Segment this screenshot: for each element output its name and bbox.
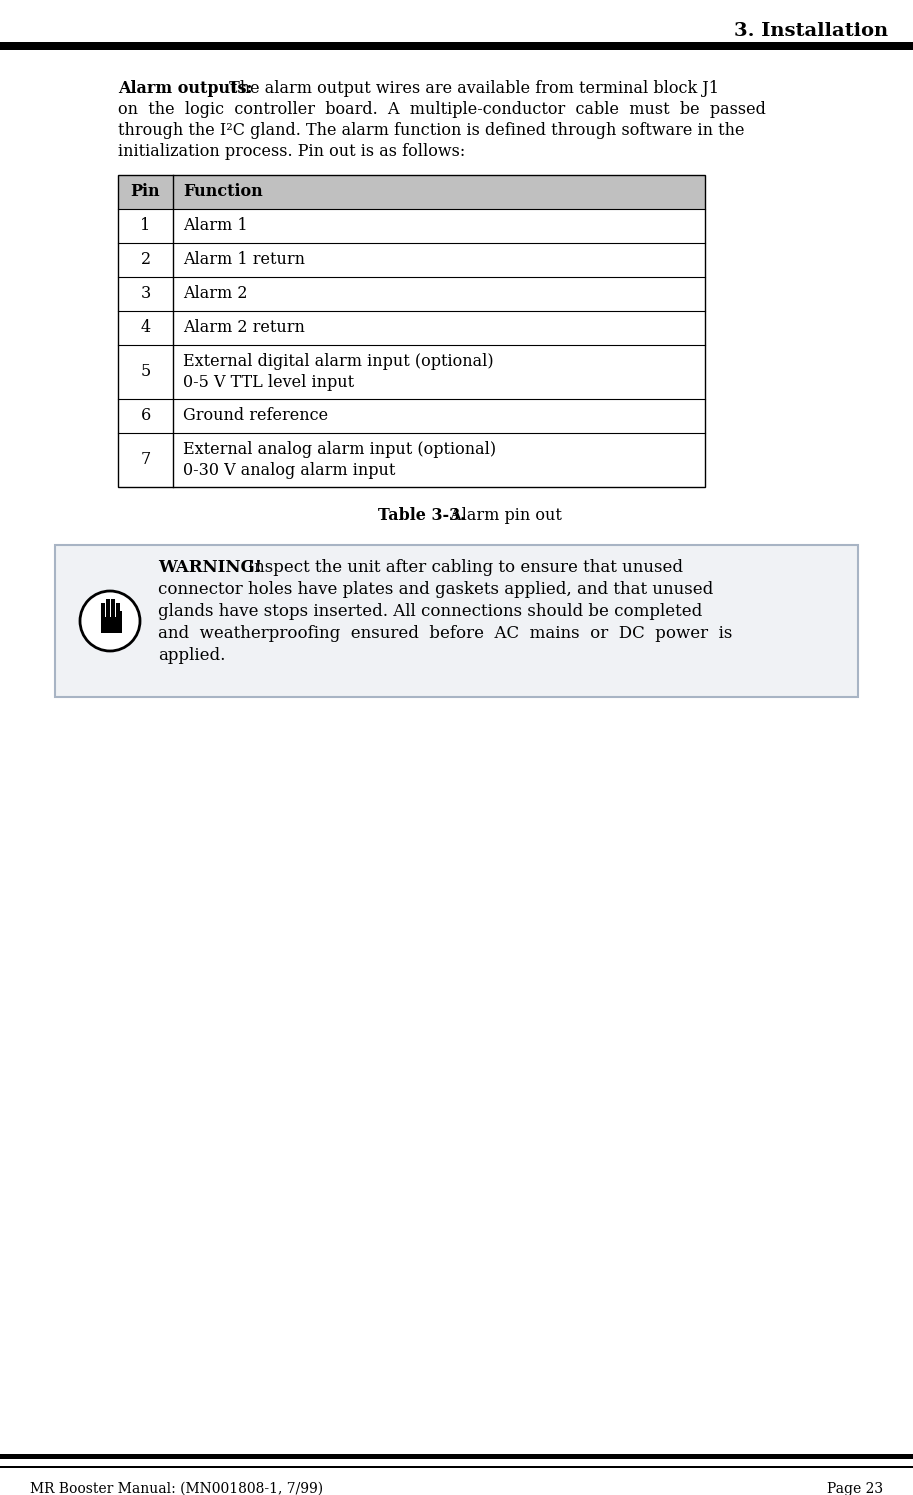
Text: 7: 7 [141,451,151,468]
Text: Alarm 1 return: Alarm 1 return [183,251,305,269]
Text: External digital alarm input (optional): External digital alarm input (optional) [183,353,494,369]
Text: Pin: Pin [131,184,161,200]
Text: on  the  logic  controller  board.  A  multiple-conductor  cable  must  be  pass: on the logic controller board. A multipl… [118,102,766,118]
Text: Alarm 1: Alarm 1 [183,217,247,235]
Text: Inspect the unit after cabling to ensure that unused: Inspect the unit after cabling to ensure… [237,559,683,576]
Text: glands have stops inserted. All connections should be completed: glands have stops inserted. All connecti… [158,602,702,620]
Text: Alarm 2: Alarm 2 [183,286,247,302]
Text: connector holes have plates and gaskets applied, and that unused: connector holes have plates and gaskets … [158,582,713,598]
Text: 6: 6 [141,408,151,425]
Text: 3. Installation: 3. Installation [734,22,888,40]
Text: 1: 1 [141,217,151,235]
Bar [0,1467,913,1468]
Text: Alarm outputs:: Alarm outputs: [118,81,253,97]
Text: 0-5 V TTL level input: 0-5 V TTL level input [183,374,354,392]
Bar [118,175,705,209]
Text: WARNING!: WARNING! [158,559,262,576]
Text: through the I²C gland. The alarm function is defined through software in the: through the I²C gland. The alarm functio… [118,123,744,139]
Text: 2: 2 [141,251,151,269]
Bar [106,599,110,617]
Text: Alarm 2 return: Alarm 2 return [183,320,305,336]
Bar [0,42,913,49]
Text: External analog alarm input (optional): External analog alarm input (optional) [183,441,496,457]
Text: initialization process. Pin out is as follows:: initialization process. Pin out is as fo… [118,144,466,160]
Text: Table 3-3.: Table 3-3. [378,507,466,525]
Text: Alarm pin out: Alarm pin out [445,507,561,525]
Text: Ground reference: Ground reference [183,408,328,425]
Circle shape [80,591,140,650]
Bar [116,602,120,617]
Text: 4: 4 [141,320,151,336]
Bar [101,617,122,632]
Text: MR Booster Manual: (MN001808-1, 7/99): MR Booster Manual: (MN001808-1, 7/99) [30,1482,323,1495]
Text: Page 23: Page 23 [827,1482,883,1495]
Text: Function: Function [183,184,263,200]
Text: applied.: applied. [158,647,226,664]
Text: 5: 5 [141,363,151,381]
Text: The alarm output wires are available from terminal block J1: The alarm output wires are available fro… [224,81,719,97]
Text: 3: 3 [141,286,151,302]
Bar [100,602,104,617]
Bar [55,546,858,697]
Text: and  weatherproofing  ensured  before  AC  mains  or  DC  power  is: and weatherproofing ensured before AC ma… [158,625,732,641]
Text: 0-30 V analog alarm input: 0-30 V analog alarm input [183,462,395,478]
Bar [0,1455,913,1459]
Bar [110,599,114,617]
Bar [117,611,122,620]
Bar [118,175,705,487]
